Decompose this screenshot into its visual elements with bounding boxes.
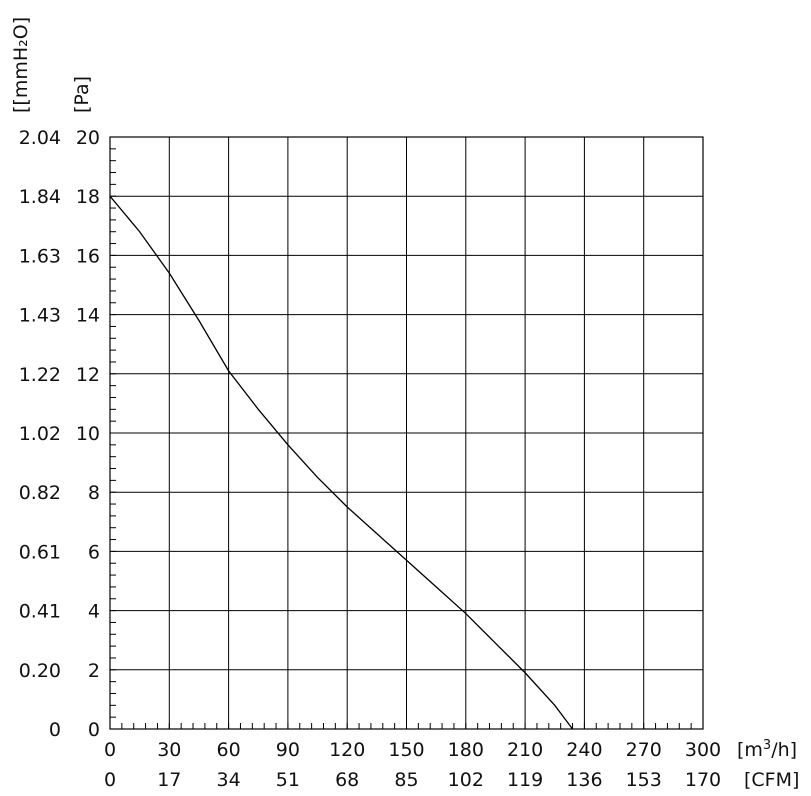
y-tick-label: 0 bbox=[88, 719, 100, 741]
y-tick-label: 20 bbox=[76, 127, 100, 149]
x-tick-label: 0 bbox=[104, 739, 116, 761]
x-tick-label: 300 bbox=[685, 739, 721, 761]
y-secondary-tick-label: 1.02 bbox=[19, 423, 61, 445]
y-tick-label: 2 bbox=[88, 660, 100, 682]
y-tick-label: 6 bbox=[88, 541, 100, 563]
y-secondary-tick-label: 1.22 bbox=[19, 364, 61, 386]
y-tick-label: 8 bbox=[88, 482, 100, 504]
y-tick-label: 14 bbox=[76, 305, 100, 327]
y-tick-label: 12 bbox=[76, 364, 100, 386]
x-secondary-tick-label: 34 bbox=[217, 769, 241, 791]
x-tick-label: 30 bbox=[157, 739, 181, 761]
x-secondary-tick-label: 153 bbox=[626, 769, 662, 791]
x-tick-label: 150 bbox=[388, 739, 424, 761]
y-tick-label: 18 bbox=[76, 186, 100, 208]
x-tick-label: 120 bbox=[329, 739, 365, 761]
x-secondary-tick-label: 68 bbox=[335, 769, 359, 791]
x-tick-label: 210 bbox=[507, 739, 543, 761]
y-axis-secondary-label: [[mmH₂O] bbox=[10, 17, 32, 113]
x-axis-secondary-label: [CFM] bbox=[744, 769, 799, 791]
x-secondary-tick-label: 136 bbox=[566, 769, 602, 791]
x-secondary-tick-label: 51 bbox=[276, 769, 300, 791]
y-tick-label: 4 bbox=[88, 601, 100, 623]
x-secondary-tick-label: 0 bbox=[104, 769, 116, 791]
x-tick-label: 90 bbox=[276, 739, 300, 761]
y-tick-label: 10 bbox=[76, 423, 100, 445]
x-secondary-tick-label: 102 bbox=[448, 769, 484, 791]
y-secondary-tick-label: 1.43 bbox=[19, 305, 61, 327]
x-secondary-tick-label: 119 bbox=[507, 769, 543, 791]
y-secondary-tick-label: 0 bbox=[49, 719, 61, 741]
grid bbox=[109, 136, 704, 730]
x-secondary-tick-label: 170 bbox=[685, 769, 721, 791]
y-axis-primary-label: [Pa] bbox=[71, 76, 93, 113]
tick-labels: 0030176034905112068150851801022101192401… bbox=[19, 127, 721, 791]
x-tick-label: 180 bbox=[448, 739, 484, 761]
x-tick-label: 240 bbox=[566, 739, 602, 761]
y-secondary-tick-label: 0.61 bbox=[19, 541, 61, 563]
x-tick-label: 270 bbox=[626, 739, 662, 761]
y-secondary-tick-label: 1.84 bbox=[19, 186, 61, 208]
x-secondary-tick-label: 17 bbox=[157, 769, 181, 791]
y-secondary-tick-label: 0.20 bbox=[19, 660, 61, 682]
y-secondary-tick-label: 0.82 bbox=[19, 482, 61, 504]
plot-frame bbox=[109, 136, 704, 730]
x-axis-primary-label: [m3/h] bbox=[737, 738, 797, 761]
x-secondary-tick-label: 85 bbox=[394, 769, 418, 791]
series-line bbox=[109, 195, 574, 730]
y-secondary-tick-label: 1.63 bbox=[19, 245, 61, 267]
x-tick-label: 60 bbox=[217, 739, 241, 761]
y-tick-label: 16 bbox=[76, 245, 100, 267]
y-secondary-tick-label: 0.41 bbox=[19, 601, 61, 623]
y-secondary-tick-label: 2.04 bbox=[19, 127, 61, 149]
